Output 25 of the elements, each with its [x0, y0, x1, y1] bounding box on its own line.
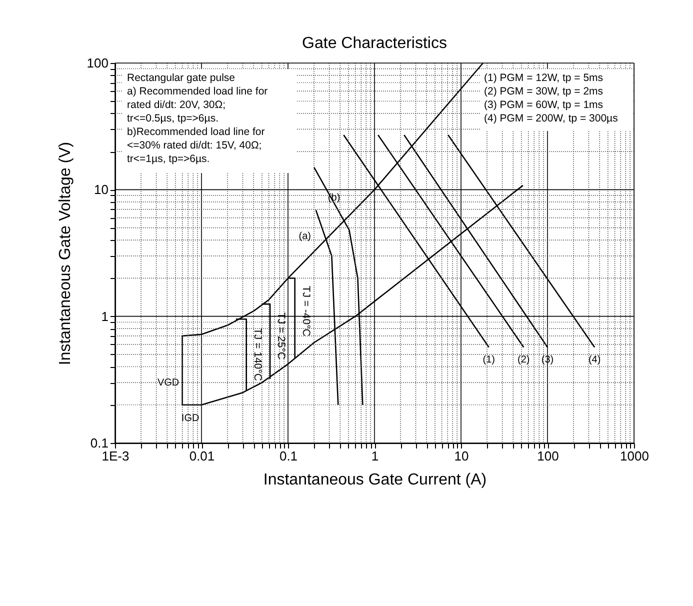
- x-tick-label: 1: [371, 448, 379, 464]
- x-axis-title: Instantaneous Gate Current (A): [263, 472, 487, 488]
- y-tick-label: 1: [101, 308, 108, 324]
- annotation: TJ = 25°C: [275, 312, 288, 360]
- y-tick-label: 100: [86, 56, 108, 70]
- chart-title: Gate Characteristics: [302, 35, 447, 52]
- y-tick-label: 10: [94, 182, 108, 198]
- x-tick-label: 100: [537, 448, 559, 464]
- annotation: Rectangular gate pulse a) Recommended load line for rated di/dt: 20V, 30Ω; tr<=0.5µs, tp=>6µs. b)Recommended load line for <=30% rated di/dt: 15V, 40Ω; tr<=1µs, tp=>6µs.: [127, 72, 268, 165]
- x-tick-label: 10: [454, 448, 469, 464]
- x-tick-label: 1E-3: [102, 448, 130, 464]
- x-tick-label: 1000: [620, 448, 649, 464]
- annotation: (1): [482, 354, 495, 366]
- x-tick-label: 0.1: [279, 448, 298, 464]
- x-tick-label: 0.01: [189, 448, 215, 464]
- annotation: (2): [518, 354, 530, 366]
- annotation: (4): [588, 354, 601, 366]
- annotation: TJ = 140°C: [251, 328, 264, 382]
- y-tick-label: 0.1: [90, 436, 108, 450]
- y-axis-title: Instantaneous Gate Voltage (V): [56, 142, 74, 366]
- annotation: VGD: [157, 378, 180, 389]
- annotation: (a): [298, 231, 311, 242]
- annotation: (1) PGM = 12W, tp = 5ms (2) PGM = 30W, tp = 2ms (3) PGM = 60W, tp = 1ms (4) PGM = 200W, tp = 300µs: [484, 72, 618, 124]
- annotation: IGD: [181, 412, 200, 424]
- annotation: TJ = -40°C: [300, 286, 312, 337]
